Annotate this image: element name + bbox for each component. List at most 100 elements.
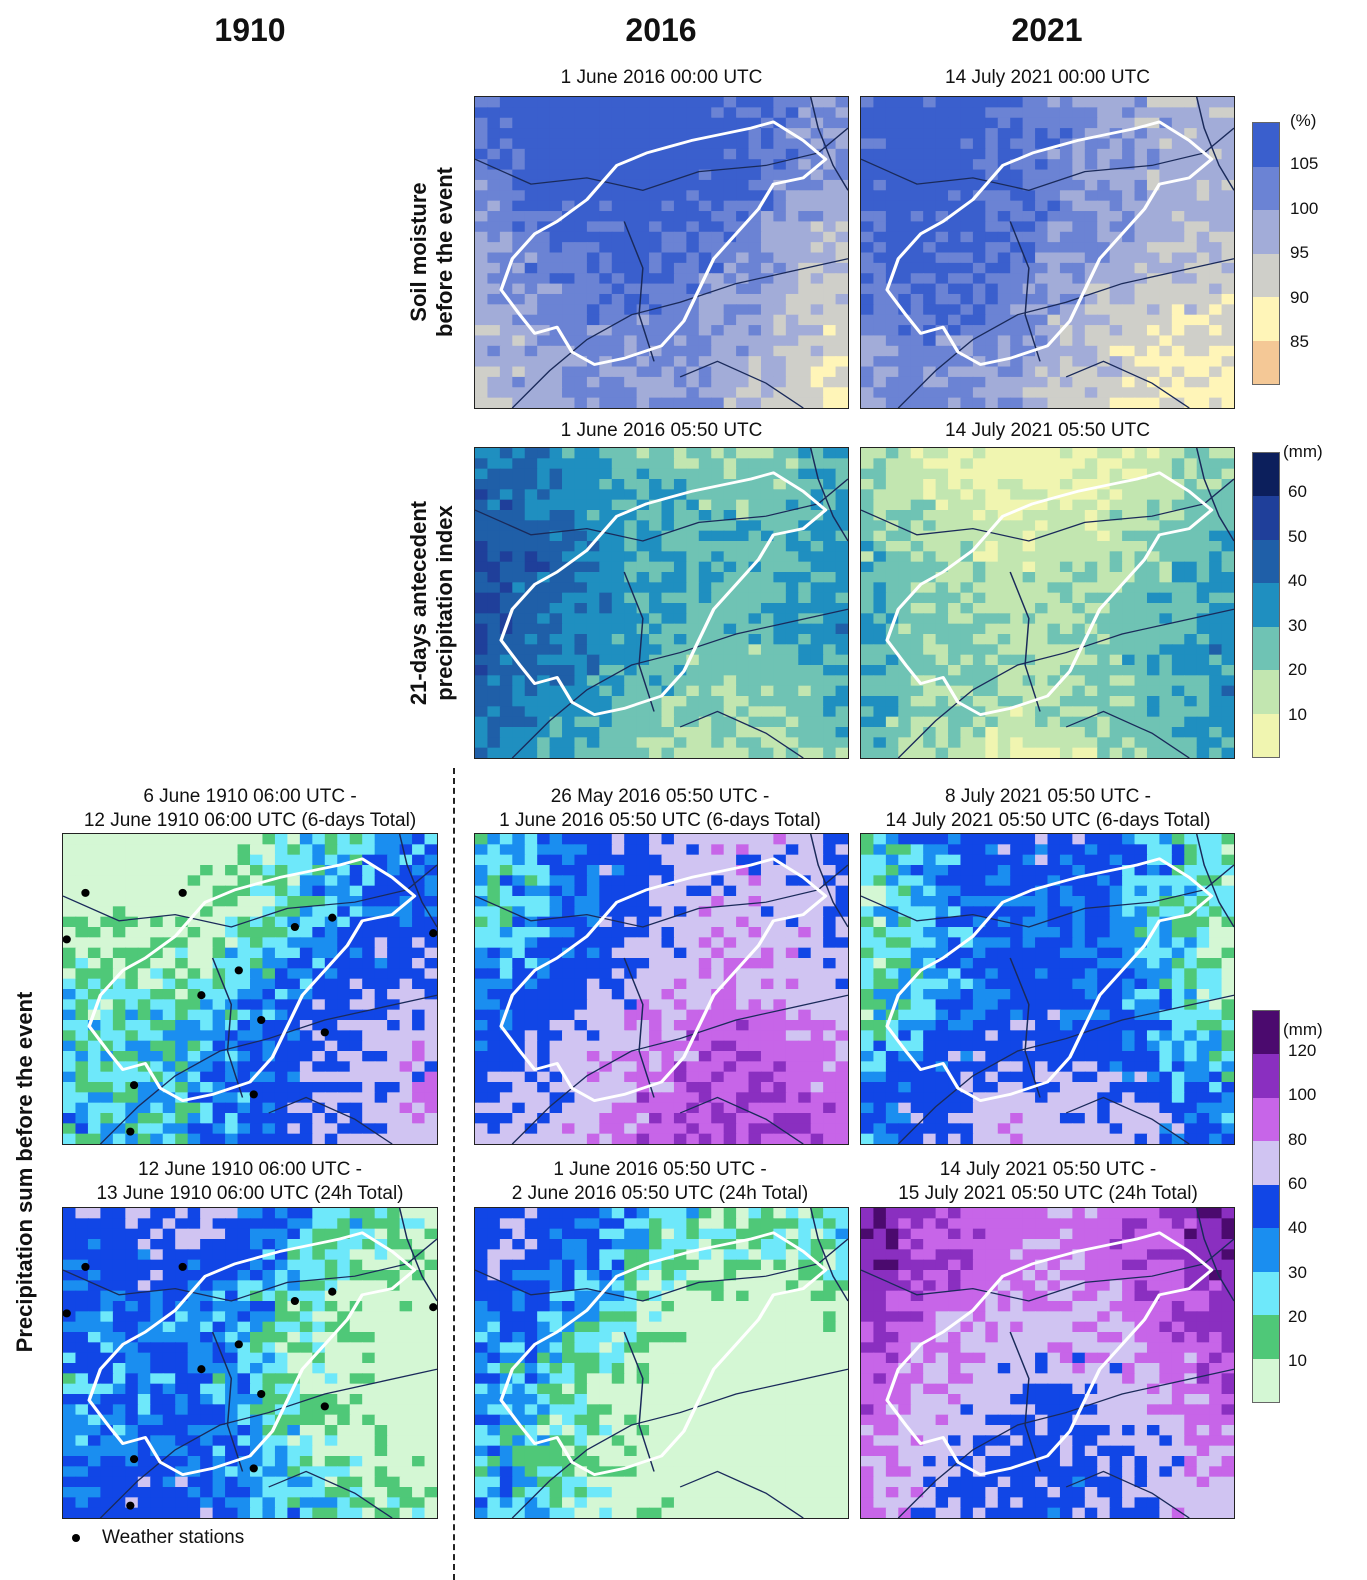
grid-cell [387,854,401,866]
grid-cell [698,906,712,918]
grid-cell [898,530,912,542]
grid-cell [1084,148,1098,160]
grid-cell [873,520,887,532]
grid-cell [935,314,949,326]
row-label-line: Precipitation sum before the event [12,991,37,1353]
grid-cell [1184,159,1198,171]
grid-cell [835,665,848,676]
grid-cell [935,335,949,347]
grid-cell [125,937,139,949]
grid-cell [549,927,563,938]
grid-cell [125,958,139,969]
grid-cell [1072,262,1086,274]
river-line [623,571,655,712]
grid-cell [873,304,887,316]
grid-cell [1122,613,1136,625]
grid-cell [873,169,887,181]
grid-cell [835,262,848,274]
grid-cell [661,968,675,980]
grid-cell [399,1102,413,1114]
grid-cell [711,499,725,511]
grid-cell [698,356,712,368]
grid-cell [861,489,875,501]
grid-cell [412,1071,426,1083]
grid-cell [1059,148,1074,160]
grid-cell [250,1133,264,1144]
grid-cell [512,613,526,625]
grid-cell [997,551,1011,563]
grid-cell [673,582,688,594]
grid-cell [399,1071,413,1083]
grid-cell [1059,97,1074,108]
grid-cell [1146,397,1161,408]
grid-cell [387,1030,401,1042]
grid-cell [1010,747,1024,758]
grid-cell [835,273,848,285]
grid-cell [1047,706,1061,718]
grid-cell [599,854,613,866]
grid-cell [711,159,725,171]
grid-cell [1159,458,1173,470]
grid-cell [599,376,613,388]
grid-cell [599,541,613,552]
grid-cell [898,654,912,666]
grid-cell [349,968,363,980]
grid-cell [1159,747,1173,758]
grid-cell [1010,128,1024,140]
grid-cell [262,937,276,949]
grid-cell [537,906,551,918]
grid-cell [562,200,576,212]
grid-cell [87,968,102,980]
grid-cell [972,335,987,347]
grid-cell [599,107,613,119]
grid-cell [649,675,663,687]
grid-cell [274,947,289,959]
grid-cell [475,211,489,223]
grid-cell [1171,468,1186,480]
grid-cell [1022,582,1036,594]
grid-cell [736,489,750,501]
grid-cell [562,231,576,243]
grid-cell [1122,448,1136,459]
grid-cell [100,885,114,897]
grid-cell [773,613,787,625]
grid-cell [1134,128,1148,140]
grid-cell [785,737,800,749]
grid-cell [586,706,601,718]
grid-cell [748,937,762,949]
grid-cell [711,458,725,470]
grid-cell [187,916,201,928]
grid-cell [810,221,824,233]
grid-cell [711,665,725,676]
grid-cell [1146,283,1161,295]
grid-cell [649,834,663,845]
grid-cell [885,179,900,191]
grid-cell [997,520,1011,532]
grid-cell [1209,685,1223,697]
grid-cell [1059,128,1074,140]
grid-cell [673,747,688,758]
grid-cell [698,716,712,728]
grid-cell [997,387,1011,399]
grid-cell [349,906,363,918]
grid-cell [673,148,688,160]
grid-cell [75,958,89,969]
grid-cell [810,97,824,108]
grid-cell [760,551,775,563]
grid-cell [549,468,563,480]
grid-cell [686,592,700,604]
grid-cell [972,727,987,738]
grid-cell [1084,117,1098,129]
grid-cell [673,927,688,938]
grid-cell [1109,107,1123,119]
grid-cell [399,844,413,856]
river-line [1009,571,1041,712]
grid-cell [1184,603,1198,614]
grid-cell [823,499,837,511]
grid-cell [673,325,688,337]
grid-cell [1159,499,1173,511]
grid-cell [349,844,363,856]
grid-cell [736,262,750,274]
grid-cell [200,968,214,980]
grid-cell [599,148,613,160]
